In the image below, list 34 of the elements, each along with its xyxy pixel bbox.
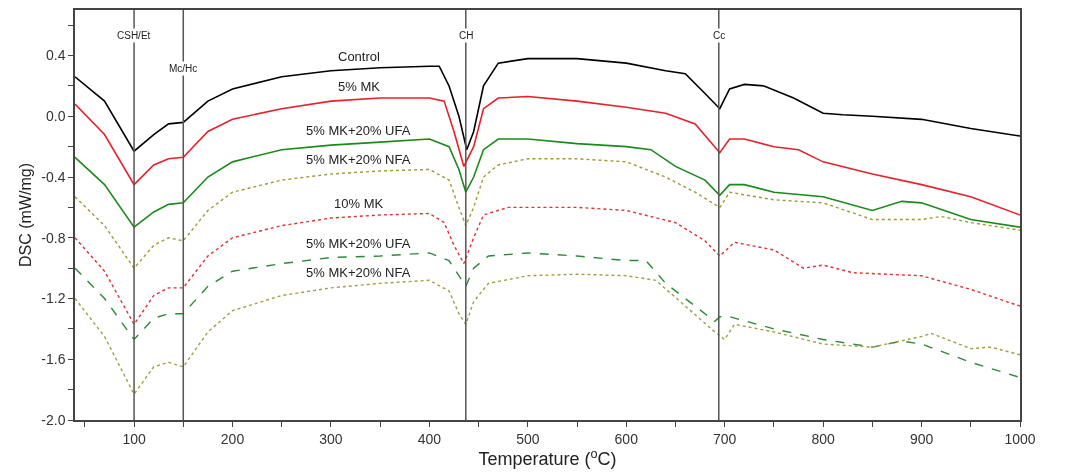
series-label: 5% MK bbox=[338, 79, 381, 94]
series-label: 5% MK+20% NFA bbox=[306, 152, 411, 167]
ref-line-label: CH bbox=[459, 30, 474, 41]
y-tick-label: 0.4 bbox=[45, 47, 66, 64]
line-series bbox=[75, 95, 1020, 216]
x-tick-label: 700 bbox=[713, 430, 737, 447]
x-axis-title: Temperature ($^{o}$C) bbox=[478, 446, 617, 470]
x-tick-label: 500 bbox=[516, 430, 540, 447]
x-tick-label: 200 bbox=[220, 430, 245, 447]
line-series bbox=[75, 252, 1020, 379]
y-tick-label: 0.0 bbox=[45, 108, 66, 125]
x-tick-label: 900 bbox=[909, 430, 934, 447]
x-tick-label: 100 bbox=[122, 430, 146, 447]
x-tick-label: 300 bbox=[319, 430, 343, 447]
series-label: 5% MK+20% NFA bbox=[306, 265, 411, 280]
y-tick-label: -2.0 bbox=[41, 411, 66, 428]
y-tick-label: -1.2 bbox=[41, 290, 66, 307]
line-series bbox=[75, 206, 1020, 326]
series-label: 5% MK+20% UFA bbox=[306, 236, 411, 251]
y-tick-label: -0.8 bbox=[41, 229, 66, 246]
series-label: 10% MK bbox=[334, 196, 384, 211]
series-label: Control bbox=[338, 49, 381, 64]
ref-line-label: Cc bbox=[713, 30, 726, 41]
x-tick-label: 400 bbox=[417, 430, 442, 447]
ref-line-label: Mc/Hc bbox=[169, 63, 198, 74]
y-tick-label: -0.4 bbox=[41, 168, 66, 185]
ref-line-label: CSH/Et bbox=[117, 30, 151, 41]
series-label: 5% MK+20% UFA bbox=[306, 123, 411, 138]
x-tick-label: 800 bbox=[811, 430, 836, 447]
x-tick-label: 1000 bbox=[1004, 430, 1036, 447]
y-axis-title: DSC (mW/mg) bbox=[16, 163, 34, 267]
line-series bbox=[75, 138, 1020, 228]
y-tick-label: -1.6 bbox=[41, 351, 66, 368]
x-tick-label: 600 bbox=[614, 430, 639, 447]
